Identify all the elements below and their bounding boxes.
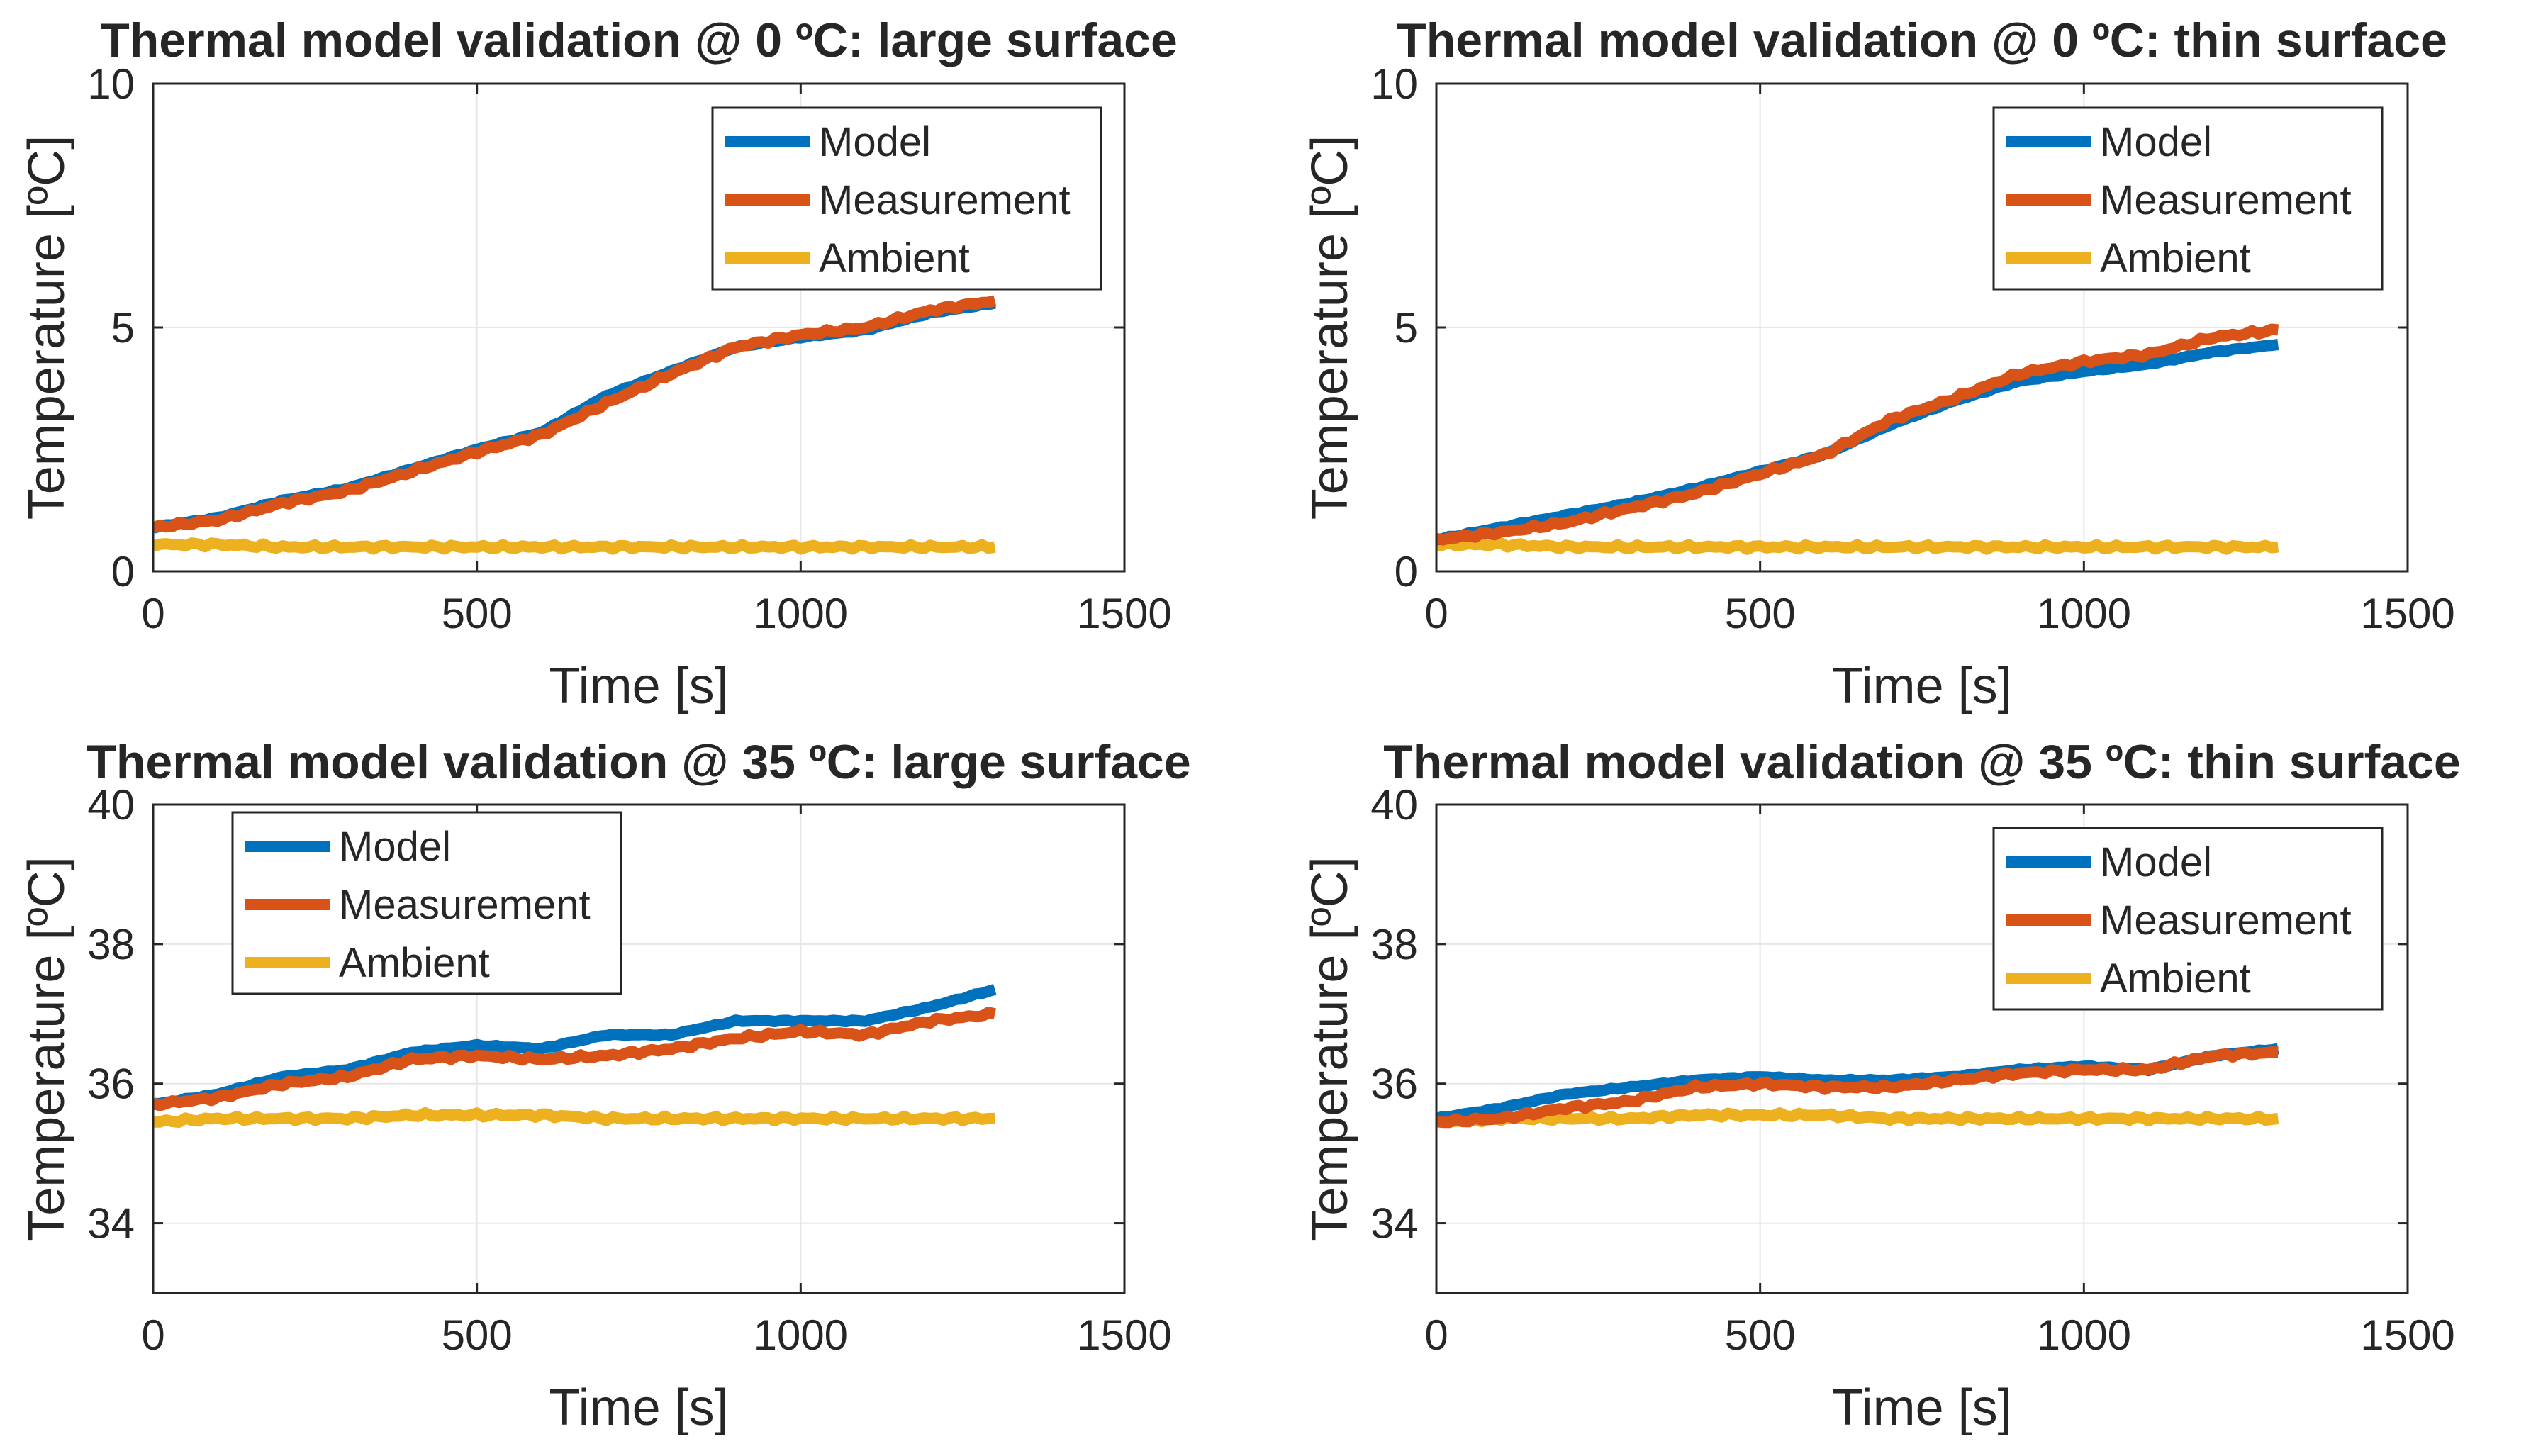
x-axis-label: Time [s]: [1832, 658, 2011, 715]
y-axis-label: Temperature [ºC]: [18, 856, 75, 1241]
series-line-ambient: [153, 537, 996, 555]
y-tick-label: 40: [87, 781, 135, 829]
y-axis-label: Temperature [ºC]: [1302, 135, 1358, 520]
chart-title: Thermal model validation @ 0 ºC: thin su…: [1397, 13, 2447, 67]
series-group: [1436, 323, 2279, 555]
y-tick-label: 40: [1370, 781, 1418, 829]
series-line-ambient: [1436, 1107, 2279, 1129]
y-tick-label: 34: [87, 1200, 135, 1248]
series-line-measurement: [1436, 1046, 2279, 1129]
axes-box: [152, 803, 1126, 1294]
x-tick-label: 1000: [2037, 590, 2131, 637]
series-line-ambient: [153, 1107, 995, 1128]
series-group: [1436, 1043, 2279, 1129]
series-group: [153, 984, 997, 1128]
x-tick-label: 1000: [754, 1311, 848, 1359]
y-tick-label: 10: [1370, 60, 1418, 108]
x-tick-label: 0: [141, 590, 164, 637]
legend-label-measurement: Measurement: [339, 882, 591, 928]
series-group: [153, 295, 997, 555]
y-tick-label: 36: [1370, 1060, 1418, 1108]
legend-label-model: Model: [339, 824, 451, 870]
y-tick-label: 5: [111, 304, 135, 352]
legend-label-measurement: Measurement: [2100, 177, 2352, 223]
legend-label-model: Model: [2100, 119, 2212, 165]
y-tick-label: 38: [1370, 921, 1418, 968]
legend-label-model: Model: [2100, 839, 2212, 885]
y-axis-label: Temperature [ºC]: [18, 135, 75, 520]
series-line-measurement: [1436, 323, 2279, 546]
legend-label-ambient: Ambient: [2100, 956, 2251, 1002]
y-tick-label: 0: [1395, 548, 1418, 595]
series-line-measurement: [153, 295, 997, 534]
x-tick-label: 500: [1725, 590, 1796, 637]
legend-label-ambient: Ambient: [339, 940, 490, 986]
y-tick-label: 36: [87, 1060, 135, 1108]
legend: Model Measurement Ambient: [1992, 106, 2384, 291]
y-tick-label: 10: [87, 60, 135, 108]
legend-label-ambient: Ambient: [819, 235, 970, 281]
chart-title: Thermal model validation @ 0 ºC: large s…: [100, 13, 1178, 67]
x-tick-label: 1000: [2037, 1311, 2131, 1359]
x-tick-label: 0: [141, 1311, 164, 1359]
y-tick-label: 38: [87, 921, 135, 968]
chart-title: Thermal model validation @ 35 ºC: thin s…: [1383, 735, 2460, 789]
legend-label-measurement: Measurement: [2100, 897, 2352, 943]
x-axis-label: Time [s]: [1832, 1379, 2011, 1436]
x-tick-label: 500: [1725, 1311, 1796, 1359]
x-tick-label: 500: [442, 1311, 513, 1359]
x-tick-label: 0: [1424, 590, 1448, 637]
legend: Model Measurement Ambient: [1992, 827, 2384, 1011]
legend-label-model: Model: [819, 119, 931, 165]
x-tick-label: 1500: [1077, 590, 1171, 637]
legend: Model Measurement Ambient: [711, 106, 1102, 291]
x-axis-label: Time [s]: [549, 658, 728, 715]
y-tick-label: 34: [1370, 1200, 1418, 1248]
series-line-ambient: [1436, 537, 2279, 555]
chart-title: Thermal model validation @ 35 ºC: large …: [86, 735, 1190, 789]
y-axis-label: Temperature [ºC]: [1302, 856, 1358, 1241]
x-tick-label: 1500: [1077, 1311, 1171, 1359]
series-line-measurement: [153, 1007, 997, 1111]
y-tick-label: 5: [1395, 304, 1418, 352]
x-tick-label: 0: [1424, 1311, 1448, 1359]
y-tick-label: 0: [111, 548, 135, 595]
x-tick-label: 500: [442, 590, 513, 637]
series-line-model: [153, 984, 997, 1110]
x-tick-label: 1500: [2360, 1311, 2454, 1359]
legend: Model Measurement Ambient: [231, 811, 622, 995]
x-tick-label: 1500: [2360, 590, 2454, 637]
x-tick-label: 1000: [754, 590, 848, 637]
legend-label-measurement: Measurement: [819, 177, 1071, 223]
x-axis-label: Time [s]: [549, 1379, 728, 1436]
legend-label-ambient: Ambient: [2100, 235, 2251, 281]
axes-box: [1435, 803, 2409, 1294]
